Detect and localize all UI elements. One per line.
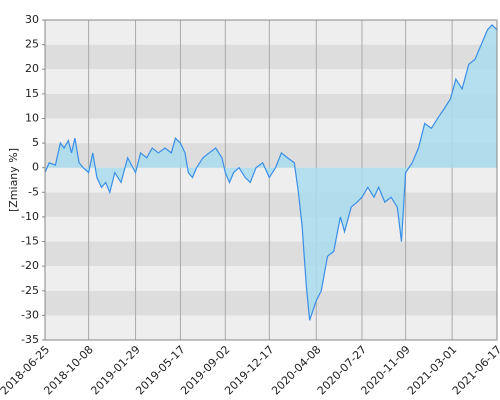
y-tick-label: 10: [25, 111, 39, 124]
y-tick-label: 30: [25, 13, 39, 26]
y-tick-label: -20: [21, 259, 39, 272]
y-tick-label: -25: [21, 284, 39, 297]
line: [44, 24, 498, 321]
grid-band: [45, 93, 497, 119]
grid-band: [45, 69, 497, 94]
area: [45, 24, 497, 321]
y-tick-label: -5: [28, 185, 39, 198]
y-tick-label: 20: [25, 62, 39, 75]
grid-band: [45, 216, 497, 242]
y-tick-label: -30: [21, 308, 39, 321]
grid-band: [45, 315, 497, 340]
y-tick-label: 15: [25, 87, 39, 100]
y-axis-label: [Zmiany %]: [7, 148, 20, 212]
grid-band: [45, 192, 497, 217]
grid-band: [45, 290, 497, 316]
grid-band: [45, 266, 497, 291]
y-tick-label: 0: [32, 161, 39, 174]
y-tick-label: 5: [32, 136, 39, 149]
grid-band: [45, 20, 497, 45]
grid-band: [45, 44, 497, 70]
y-tick-label: -35: [21, 333, 39, 346]
plot-frame: [44, 19, 498, 341]
y-tick-label: -10: [21, 210, 39, 223]
y-tick-label: 25: [25, 38, 39, 51]
grid-band: [45, 241, 497, 267]
y-tick-label: -15: [21, 235, 39, 248]
